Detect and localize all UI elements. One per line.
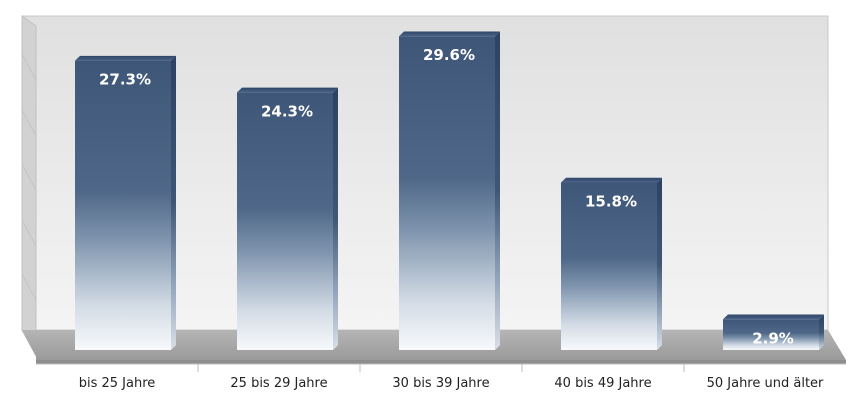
bar-top (399, 31, 500, 37)
gridline (21, 273, 37, 301)
bar (561, 182, 657, 350)
gridlines (21, 53, 37, 301)
x-tick-label: 25 bis 29 Jahre (230, 376, 327, 391)
bar-top (237, 87, 338, 93)
x-tick-label: 40 bis 49 Jahre (554, 376, 651, 391)
bar (399, 36, 495, 351)
bar (723, 319, 819, 350)
bar-side (333, 87, 338, 351)
data-label: 27.3% (99, 71, 151, 89)
data-label: 2.9% (752, 329, 794, 347)
data-label: 29.6% (423, 46, 475, 64)
bars-group (75, 31, 824, 351)
bar-side (819, 314, 824, 350)
bar-top (75, 55, 176, 61)
bar-side (171, 55, 176, 350)
value-labels-group: 27.3% 24.3% 29.6% 15.8% 2.9% (99, 46, 794, 347)
x-tick-label: 30 bis 39 Jahre (392, 376, 489, 391)
x-tick-label: 50 Jahre und älter (707, 376, 824, 391)
bar-top (561, 177, 662, 183)
gridline (21, 53, 37, 81)
bar (237, 92, 333, 351)
chart-floor-front (36, 360, 846, 364)
bar (75, 60, 171, 351)
bar-side (495, 31, 500, 350)
bar-top (723, 314, 824, 320)
category-labels-group: bis 25 Jahre 25 bis 29 Jahre 30 bis 39 Jah… (79, 376, 824, 391)
gridline (21, 109, 37, 137)
x-tick-label: bis 25 Jahre (79, 376, 156, 391)
category-dividers (197, 364, 685, 372)
data-label: 24.3% (261, 102, 313, 120)
gridline (21, 219, 37, 247)
data-label: 15.8% (585, 193, 637, 211)
gridline (21, 163, 37, 191)
bar-side (657, 177, 662, 350)
